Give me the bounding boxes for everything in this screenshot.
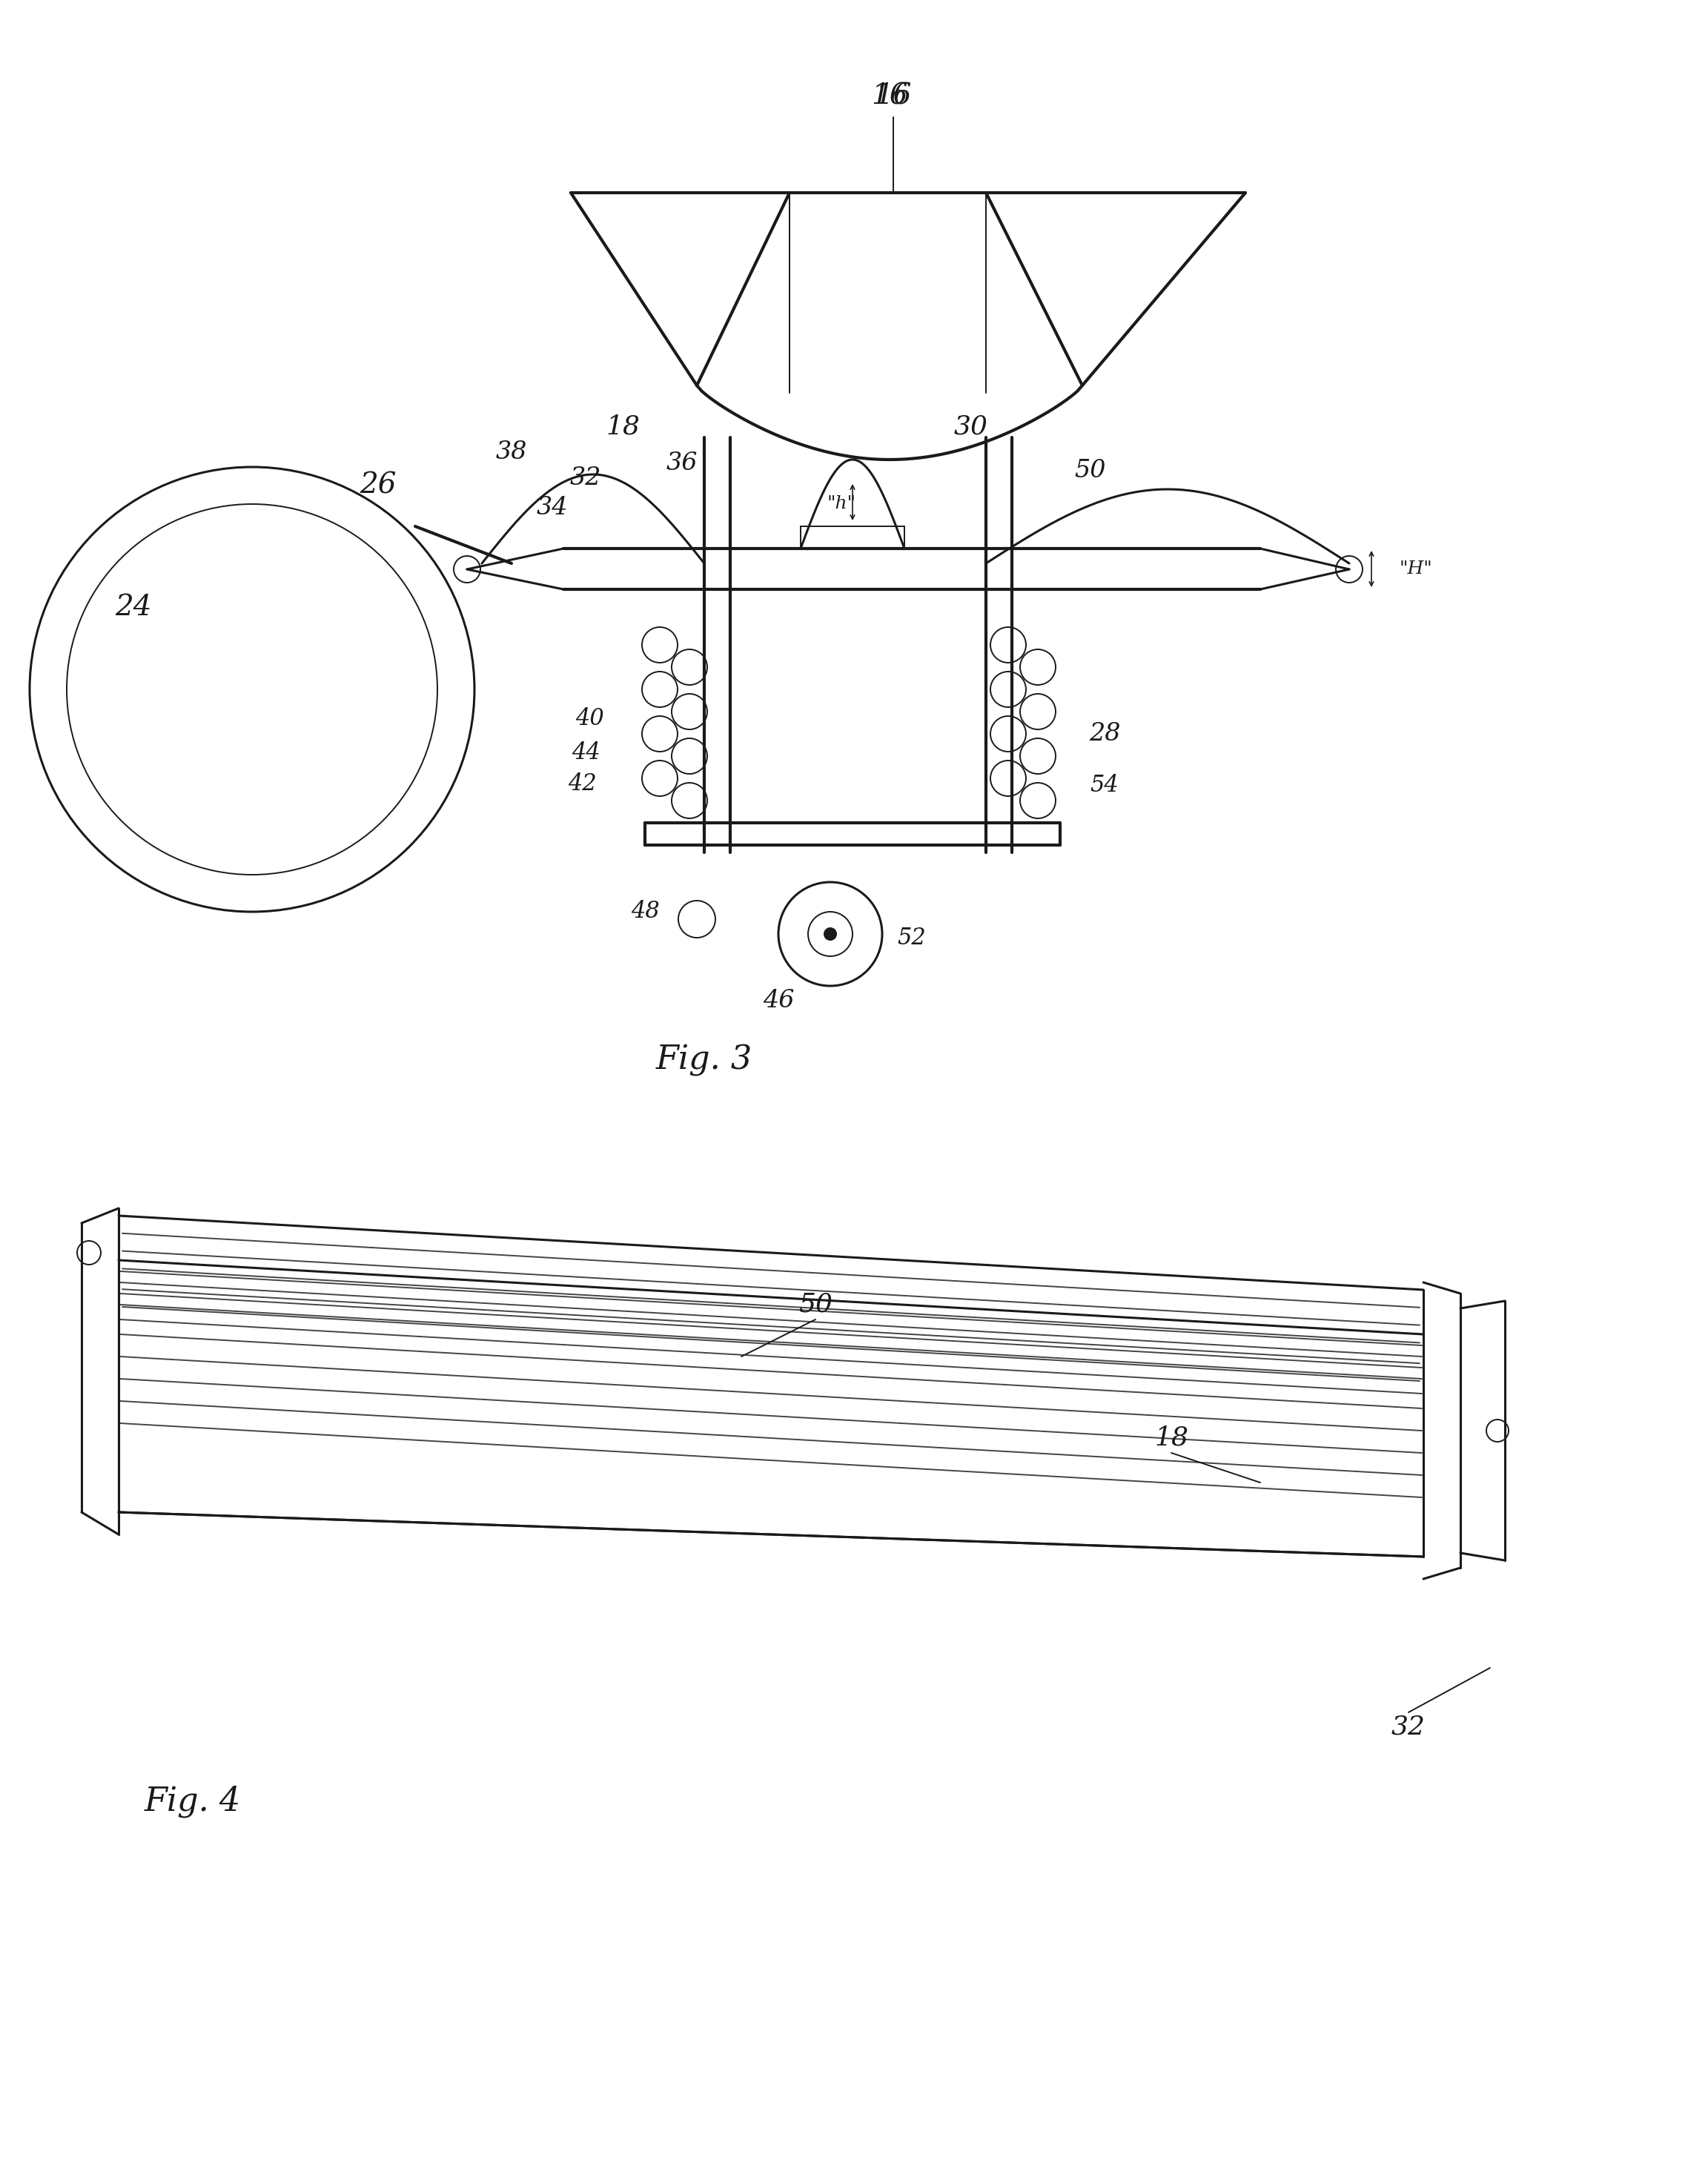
Circle shape: [642, 717, 678, 752]
Circle shape: [808, 912, 852, 955]
Circle shape: [671, 739, 707, 773]
Circle shape: [671, 693, 707, 730]
Text: 16: 16: [871, 82, 909, 110]
Circle shape: [991, 717, 1027, 752]
Circle shape: [678, 901, 716, 938]
Text: "h": "h": [827, 496, 856, 513]
Circle shape: [642, 671, 678, 706]
Circle shape: [1020, 650, 1056, 684]
Text: 44: 44: [570, 741, 600, 765]
Text: 32: 32: [1392, 1715, 1426, 1739]
Text: 18: 18: [606, 414, 640, 440]
Text: 54: 54: [1090, 773, 1119, 797]
Text: 34: 34: [536, 496, 569, 520]
Text: 38: 38: [495, 440, 528, 464]
Text: "H": "H": [1399, 561, 1433, 576]
Circle shape: [825, 927, 837, 940]
Text: 30: 30: [955, 414, 989, 440]
Circle shape: [1020, 739, 1056, 773]
Circle shape: [779, 882, 881, 986]
Text: 48: 48: [630, 901, 659, 923]
Circle shape: [67, 505, 437, 875]
Text: 28: 28: [1088, 721, 1120, 745]
Text: 18: 18: [1155, 1425, 1189, 1451]
Circle shape: [1486, 1419, 1508, 1443]
Circle shape: [642, 628, 678, 663]
Text: 26: 26: [360, 472, 396, 498]
Circle shape: [991, 628, 1027, 663]
Circle shape: [991, 760, 1027, 797]
Circle shape: [671, 650, 707, 684]
Text: 32: 32: [570, 466, 601, 490]
Text: Fig. 4: Fig. 4: [145, 1785, 241, 1817]
Text: 24: 24: [114, 593, 152, 622]
Circle shape: [1336, 557, 1363, 583]
Text: Fig. 3: Fig. 3: [656, 1044, 753, 1077]
Circle shape: [77, 1241, 101, 1265]
Circle shape: [454, 557, 480, 583]
Text: 50: 50: [1074, 459, 1105, 483]
Circle shape: [1020, 693, 1056, 730]
Circle shape: [671, 782, 707, 819]
Circle shape: [642, 760, 678, 797]
Text: 36: 36: [666, 451, 699, 474]
Text: 16: 16: [874, 82, 912, 110]
Text: 40: 40: [576, 708, 603, 730]
Circle shape: [1020, 782, 1056, 819]
Circle shape: [29, 468, 475, 912]
Circle shape: [991, 671, 1027, 706]
Text: 46: 46: [763, 990, 794, 1012]
Text: 50: 50: [798, 1293, 832, 1317]
Text: 52: 52: [897, 927, 926, 949]
Text: 42: 42: [567, 773, 596, 795]
